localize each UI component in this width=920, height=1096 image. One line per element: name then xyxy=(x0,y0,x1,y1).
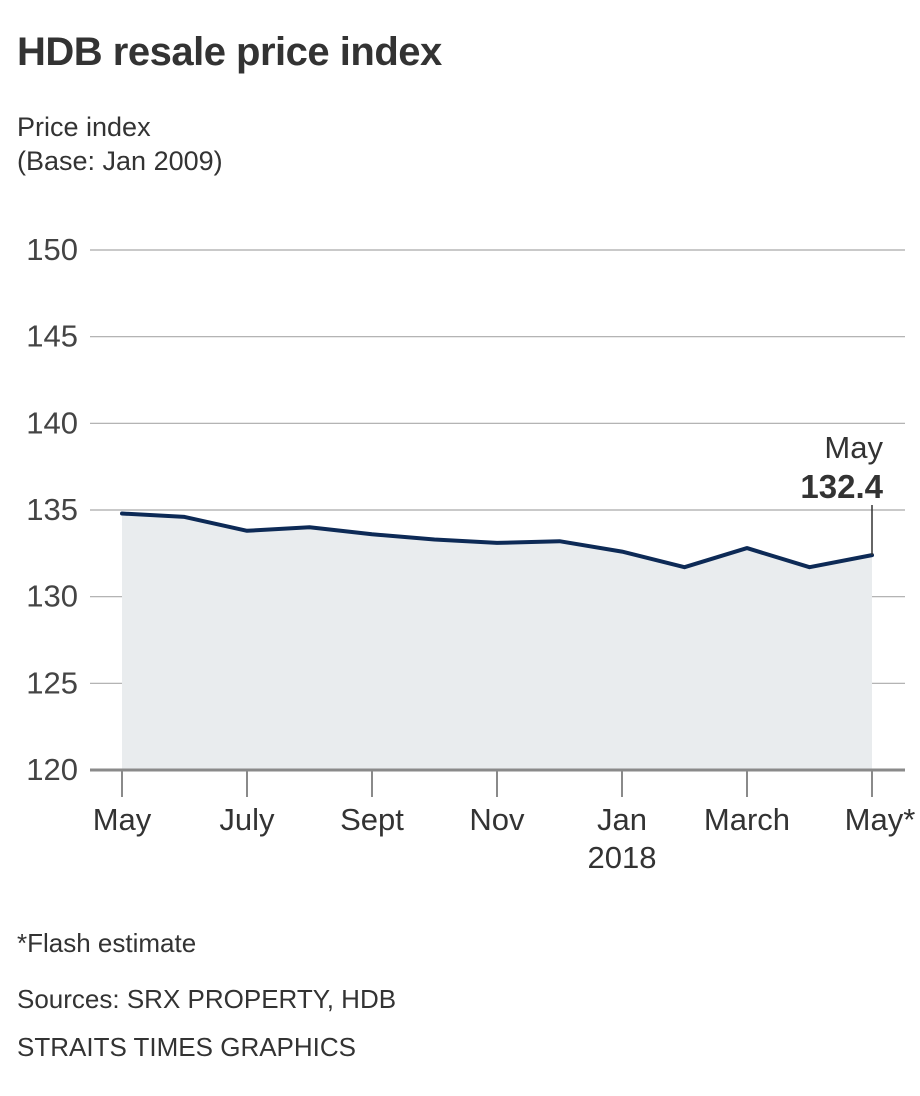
annotation-label: May xyxy=(824,430,883,465)
x-tick-label: July xyxy=(219,802,275,837)
y-tick-label-145: 145 xyxy=(26,319,78,354)
footnote: *Flash estimate xyxy=(17,928,197,958)
y-tick-label-140: 140 xyxy=(26,405,78,440)
x-tick-label: Nov xyxy=(469,802,525,837)
credit: STRAITS TIMES GRAPHICS xyxy=(17,1032,357,1062)
y-tick-label-150: 150 xyxy=(26,232,78,267)
chart-title: HDB resale price index xyxy=(17,30,442,74)
x-tick-sublabel: 2018 xyxy=(588,840,657,875)
area-fill xyxy=(122,513,872,770)
x-tick-label: Jan xyxy=(597,802,647,837)
y-tick-label-125: 125 xyxy=(26,665,78,700)
y-tick-label-135: 135 xyxy=(26,492,78,527)
line-chart: 120 125 130 135 140 145 150 May July Sept Nov Jan2… xyxy=(26,232,916,875)
y-tick-label-130: 130 xyxy=(26,579,78,614)
y-tick-labels: 120 125 130 135 140 145 150 xyxy=(26,232,78,787)
x-tick-label: Sept xyxy=(340,802,404,837)
x-tick-label: May xyxy=(93,802,152,837)
x-tick-label: May* xyxy=(845,802,916,837)
sources: Sources: SRX PROPERTY, HDB xyxy=(17,984,397,1014)
x-tick-label: March xyxy=(704,802,790,837)
annotation-value: 132.4 xyxy=(800,468,883,505)
y-tick-label-120: 120 xyxy=(26,752,78,787)
y-axis-label-line-1: Price index xyxy=(17,112,151,142)
y-axis-label-line-2: (Base: Jan 2009) xyxy=(17,146,223,176)
y-axis-label: Price index (Base: Jan 2009) xyxy=(17,110,223,178)
series-line xyxy=(120,511,874,570)
